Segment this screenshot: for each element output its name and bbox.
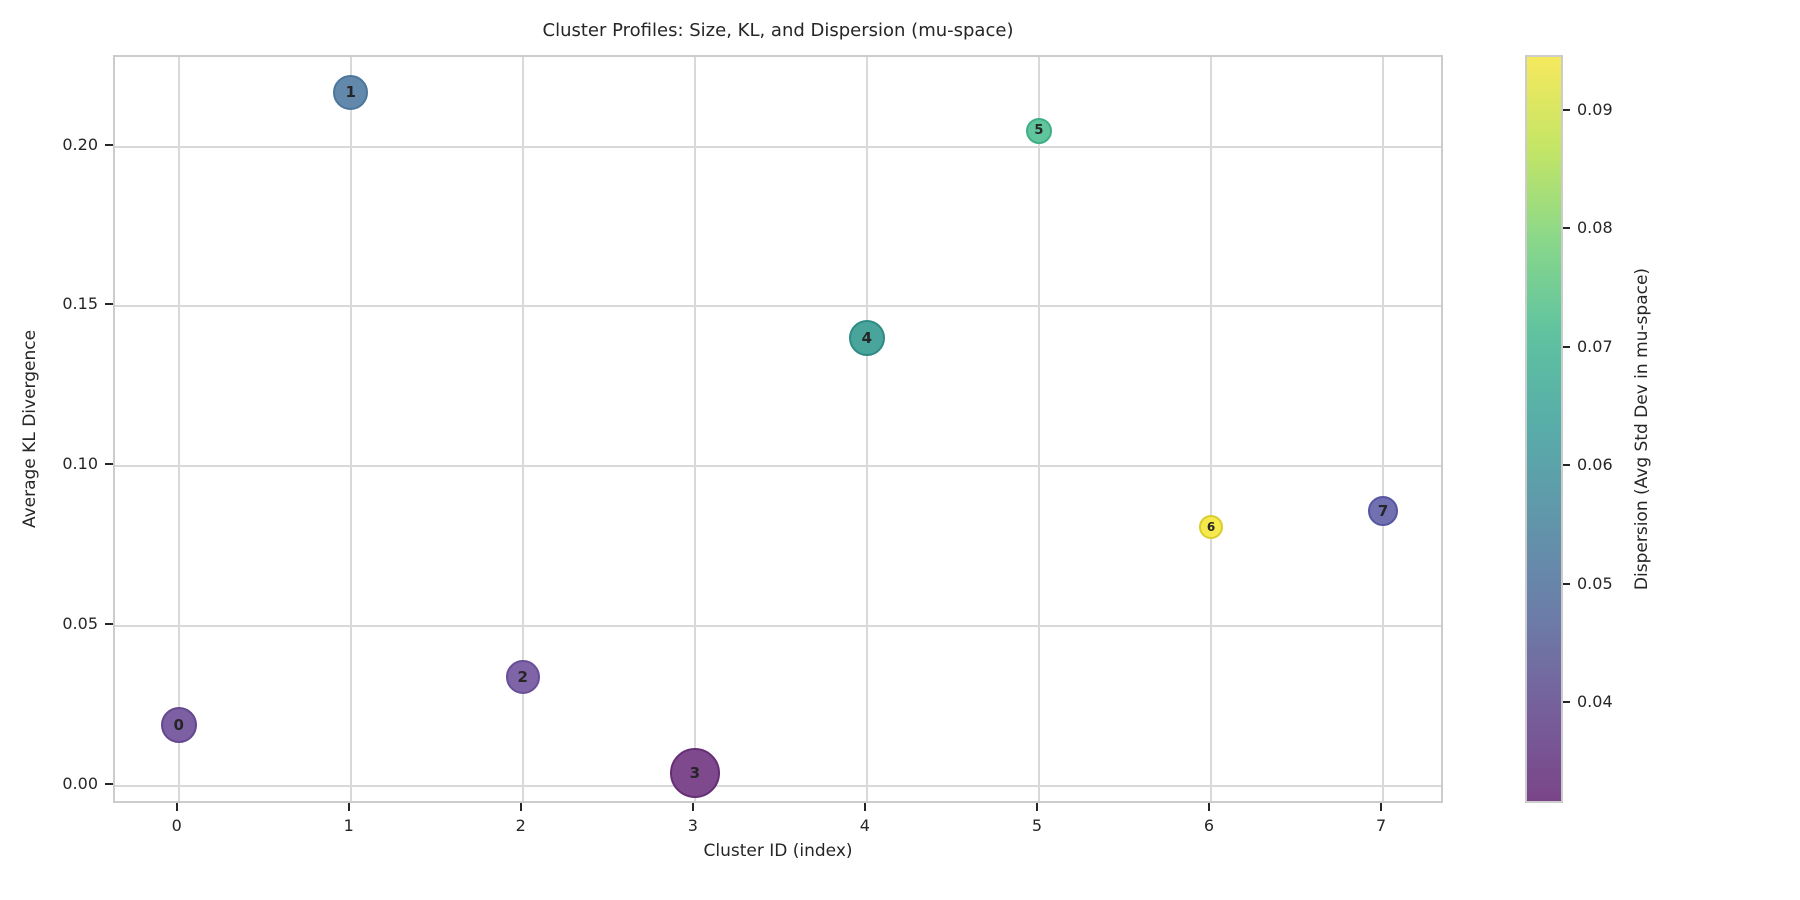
gridline-x-2	[521, 57, 524, 801]
y-tick-label-0.15: 0.15	[62, 294, 98, 314]
x-tick-6	[1208, 803, 1210, 811]
x-tick-label-4: 4	[859, 816, 870, 835]
gridline-x-3	[693, 57, 696, 801]
x-tick-label-6: 6	[1203, 816, 1215, 835]
gridline-y-0.15	[115, 305, 1441, 308]
data-point-cluster-1: 1	[333, 74, 369, 110]
data-point-cluster-2: 2	[505, 660, 540, 695]
x-tick-0	[175, 803, 178, 811]
gridline-x-5	[1037, 57, 1040, 801]
colorbar-tick-0.07	[1563, 345, 1570, 348]
x-tick-label-5: 5	[1031, 816, 1043, 835]
data-point-label-1: 1	[345, 83, 356, 102]
data-point-cluster-5: 5	[1025, 117, 1052, 144]
y-tick-label-0.20: 0.20	[62, 134, 98, 154]
data-point-cluster-4: 4	[848, 320, 885, 357]
y-axis-label: Average KL Divergence	[20, 329, 40, 529]
y-tick-0.10	[105, 463, 113, 466]
data-point-cluster-0: 0	[160, 707, 197, 744]
x-tick-5	[1035, 803, 1038, 811]
x-tick-3	[691, 803, 694, 811]
plot-area: 0 1 2 3 4 5 6 7	[113, 55, 1443, 803]
gridline-y-0.20	[115, 145, 1441, 148]
y-tick-0.15	[105, 303, 113, 306]
x-tick-2	[519, 803, 522, 811]
data-point-cluster-3: 3	[669, 748, 720, 799]
gridline-y-0.00	[115, 784, 1441, 787]
data-point-label-0: 0	[173, 716, 184, 735]
data-point-cluster-7: 7	[1368, 495, 1399, 526]
data-point-label-6: 6	[1206, 519, 1216, 534]
colorbar-label: Dispersion (Avg Std Dev in mu-space)	[1632, 267, 1652, 591]
data-point-label-4: 4	[861, 329, 873, 348]
gridline-x-4	[865, 57, 868, 801]
y-tick-label-0.00: 0.00	[62, 773, 98, 793]
colorbar-tick-0.04	[1563, 701, 1570, 704]
colorbar-gradient	[1525, 55, 1563, 803]
colorbar-tick-label-0.09: 0.09	[1577, 99, 1613, 119]
x-tick-1	[347, 803, 350, 811]
data-point-label-7: 7	[1377, 501, 1389, 520]
gridline-x-7	[1382, 57, 1385, 801]
colorbar-tick-label-0.05: 0.05	[1577, 573, 1613, 593]
chart-title: Cluster Profiles: Size, KL, and Dispersi…	[542, 20, 1014, 41]
colorbar-tick-0.05	[1563, 582, 1570, 585]
colorbar-tick-0.08	[1563, 227, 1570, 230]
data-point-label-5: 5	[1034, 123, 1044, 139]
x-tick-label-3: 3	[687, 816, 698, 835]
data-point-label-3: 3	[689, 764, 701, 783]
colorbar-tick-label-0.06: 0.06	[1577, 455, 1613, 475]
gridline-x-6	[1210, 57, 1212, 801]
gridline-y-0.05	[115, 624, 1441, 627]
y-tick-label-0.10: 0.10	[62, 454, 98, 474]
x-tick-label-1: 1	[343, 816, 354, 835]
colorbar-tick-label-0.07: 0.07	[1577, 336, 1613, 356]
x-tick-7	[1380, 803, 1383, 811]
colorbar-tick-0.06	[1563, 464, 1570, 467]
y-tick-0.00	[105, 782, 113, 785]
y-tick-label-0.05: 0.05	[62, 613, 98, 633]
gridline-y-0.10	[115, 465, 1441, 468]
colorbar-tick-label-0.04: 0.04	[1577, 692, 1613, 712]
x-tick-label-0: 0	[171, 816, 182, 835]
y-tick-0.20	[105, 143, 113, 146]
colorbar-tick-label-0.08: 0.08	[1577, 218, 1613, 238]
gridline-x-1	[349, 57, 352, 801]
gridline-x-0	[177, 57, 180, 801]
x-axis-label: Cluster ID (index)	[703, 841, 853, 861]
y-tick-0.05	[105, 622, 113, 625]
x-tick-label-2: 2	[515, 816, 526, 835]
data-point-label-2: 2	[517, 668, 528, 687]
x-tick-4	[863, 803, 866, 811]
colorbar-tick-0.09	[1563, 108, 1570, 111]
data-point-cluster-6: 6	[1199, 514, 1223, 539]
x-tick-label-7: 7	[1375, 816, 1387, 835]
